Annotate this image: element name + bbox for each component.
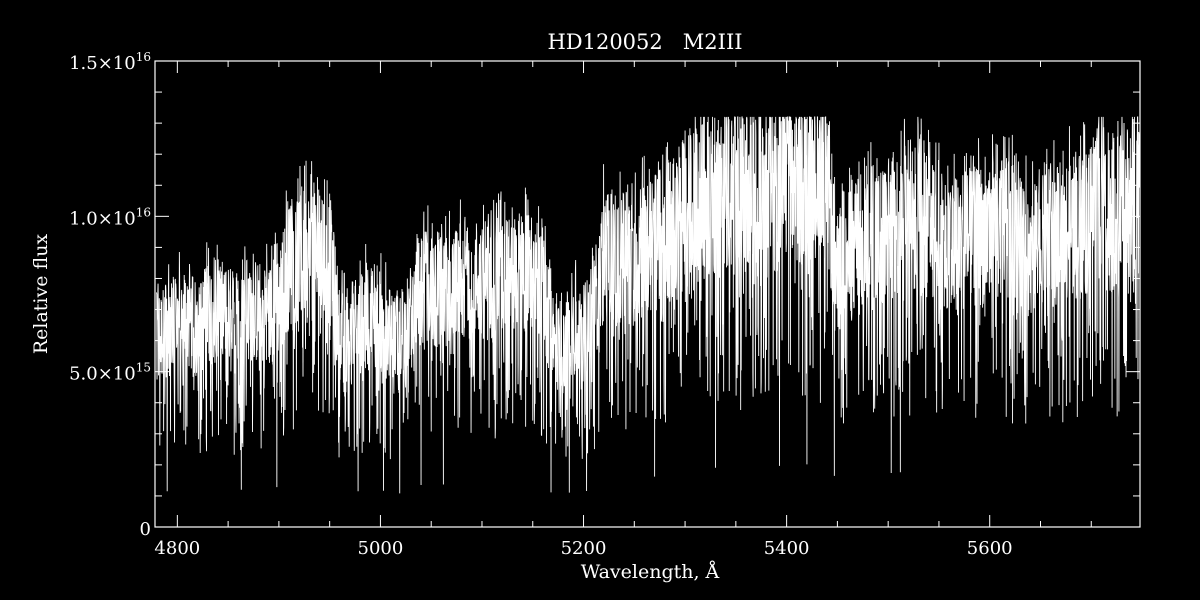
x-tick-label: 4800 (154, 538, 200, 559)
x-axis-label: Wavelength, Å (581, 561, 720, 583)
x-tick-label: 5200 (561, 538, 607, 559)
y-axis-label: Relative flux (30, 234, 52, 355)
y-tick-label: 1.0×1016 (69, 205, 151, 229)
y-tick-label: 5.0×1015 (69, 361, 151, 385)
axis-ticks (155, 60, 1140, 528)
x-tick-label: 5400 (764, 538, 810, 559)
spectrum-series (156, 116, 1141, 494)
x-tick-label: 5600 (967, 538, 1013, 559)
y-tick-label: 1.5×1016 (69, 50, 151, 74)
spectrum-line (156, 116, 1141, 494)
axis-tick-labels: 4800 5000 5200 5400 5600 0 5.0×1015 1.0×1016 1.5… (69, 50, 1013, 559)
plot-frame (154, 60, 1141, 528)
y-tick-label: 0 (140, 519, 151, 540)
chart-title: HD120052 M2III (547, 30, 742, 54)
x-tick-label: 5000 (358, 538, 404, 559)
plot-border (154, 60, 1141, 528)
